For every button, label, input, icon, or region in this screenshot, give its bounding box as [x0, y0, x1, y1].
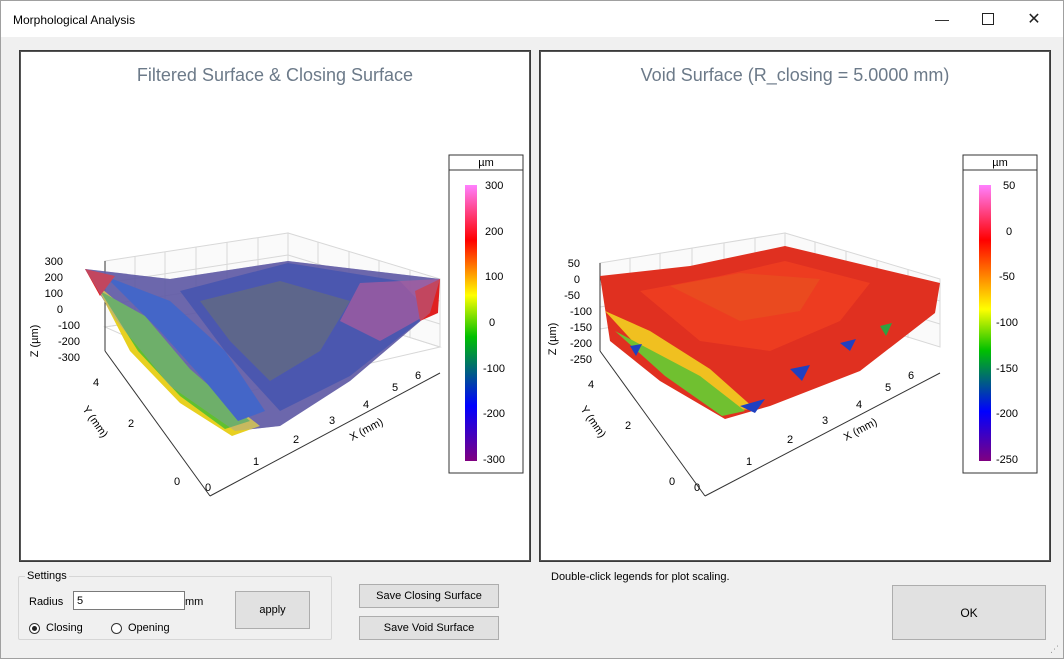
x-tick: 3: [822, 415, 828, 427]
x-tick: 2: [787, 434, 793, 446]
legend-unit: µm: [992, 157, 1008, 169]
x-tick: 6: [415, 370, 421, 382]
filtered-surface-plot[interactable]: Filtered Surface & Closing Surface: [19, 50, 531, 562]
plot-title: Void Surface (R_closing = 5.0000 mm): [640, 65, 950, 85]
window-title: Morphological Analysis: [13, 13, 136, 27]
closing-radio[interactable]: Closing: [29, 622, 83, 634]
z-tick: -50: [564, 290, 580, 302]
plot-canvas: 50 0 -50 -100 -150 -200 -250 Z (µm) 4 2 …: [547, 154, 1038, 497]
y-tick: 2: [625, 420, 631, 432]
maximize-icon: [982, 13, 994, 25]
z-tick: -200: [58, 336, 80, 348]
legend-tick: -150: [996, 363, 1018, 375]
z-tick: -100: [58, 320, 80, 332]
color-legend[interactable]: µm 50 0 -50 -100 -150 -200 -250: [962, 154, 1038, 474]
z-axis-ticks: 50 0 -50 -100 -150 -200 -250: [564, 258, 592, 366]
legend-tick: -200: [483, 408, 505, 420]
x-tick: 3: [329, 415, 335, 427]
z-tick: -150: [570, 322, 592, 334]
z-axis-label: Z (µm): [29, 325, 41, 358]
opening-radio[interactable]: Opening: [111, 622, 170, 634]
save-closing-surface-button[interactable]: Save Closing Surface: [359, 584, 499, 608]
settings-group-label: Settings: [25, 570, 69, 582]
filtered-surface: [85, 261, 440, 436]
x-tick: 5: [392, 382, 398, 394]
legend-tick: 50: [1003, 180, 1015, 192]
legend-tick: -200: [996, 408, 1018, 420]
y-axis-ticks: 4 2 0: [588, 379, 675, 488]
z-axis-label: Z (µm): [547, 323, 559, 356]
ok-button[interactable]: OK: [892, 585, 1046, 640]
y-tick: 4: [93, 377, 99, 389]
legend-tick: -250: [996, 454, 1018, 466]
hint-text: Double-click legends for plot scaling.: [551, 571, 730, 583]
x-tick: 0: [694, 482, 700, 494]
legend-tick: 100: [485, 271, 503, 283]
y-tick: 4: [588, 379, 594, 391]
legend-tick: -100: [996, 317, 1018, 329]
maximize-button[interactable]: [965, 1, 1011, 37]
z-tick: -200: [570, 338, 592, 350]
z-tick: -250: [570, 354, 592, 366]
plot-title: Filtered Surface & Closing Surface: [136, 65, 414, 85]
opening-radio-label: Opening: [128, 622, 170, 634]
legend-tick: -100: [483, 363, 505, 375]
resize-grip-icon[interactable]: ⋰: [1050, 644, 1059, 654]
x-tick: 1: [253, 456, 259, 468]
x-tick: 5: [885, 382, 891, 394]
x-axis-label: X (mm): [348, 416, 385, 444]
y-tick: 2: [128, 418, 134, 430]
y-axis-label: Y (mm): [80, 404, 110, 440]
x-axis-label: X (mm): [842, 416, 879, 444]
save-void-surface-button[interactable]: Save Void Surface: [359, 616, 499, 640]
z-tick: 100: [45, 288, 63, 300]
y-tick: 0: [669, 476, 675, 488]
radius-unit-label: mm: [185, 596, 204, 608]
radius-input[interactable]: [73, 591, 185, 610]
minimize-icon: —: [935, 11, 949, 27]
x-tick: 6: [908, 370, 914, 382]
minimize-button[interactable]: —: [919, 1, 965, 37]
close-button[interactable]: ✕: [1011, 1, 1057, 37]
z-tick: -300: [58, 352, 80, 364]
closing-radio-label: Closing: [46, 622, 83, 634]
z-tick: -100: [570, 306, 592, 318]
radio-unselected-icon: [111, 622, 122, 634]
settings-group: [18, 576, 332, 640]
radius-label: Radius: [29, 596, 64, 608]
x-tick: 4: [856, 399, 862, 411]
y-tick: 0: [174, 476, 180, 488]
color-legend[interactable]: µm 300 200 100 0 -100 -200 -300: [448, 154, 524, 474]
x-tick: 0: [205, 482, 211, 494]
legend-tick: 0: [489, 317, 495, 329]
void-surface: [600, 246, 940, 419]
x-tick: 1: [746, 456, 752, 468]
x-tick: 4: [363, 399, 369, 411]
z-tick: 200: [45, 272, 63, 284]
x-axis-ticks: 0 1 2 3 4 5 6: [694, 370, 914, 494]
plot-canvas: 300 200 100 0 -100 -200 -300 Z (µm) 4 2 …: [29, 154, 524, 497]
z-tick: 0: [57, 304, 63, 316]
radio-selected-icon: [29, 622, 40, 634]
axes: [599, 263, 941, 497]
z-tick: 0: [574, 274, 580, 286]
legend-tick: 300: [485, 180, 503, 192]
z-axis-ticks: 300 200 100 0 -100 -200 -300: [45, 256, 80, 364]
y-axis-ticks: 4 2 0: [93, 377, 180, 488]
legend-tick: -300: [483, 454, 505, 466]
legend-tick: -50: [999, 271, 1015, 283]
close-icon: ✕: [1027, 11, 1041, 28]
x-tick: 2: [293, 434, 299, 446]
void-surface-plot[interactable]: Void Surface (R_closing = 5.0000 mm): [539, 50, 1051, 562]
z-tick: 50: [568, 258, 580, 270]
y-axis-label: Y (mm): [578, 404, 608, 440]
legend-unit: µm: [478, 157, 494, 169]
z-tick: 300: [45, 256, 63, 268]
apply-button[interactable]: apply: [235, 591, 310, 629]
x-axis-ticks: 0 1 2 3 4 5 6: [205, 370, 421, 494]
legend-tick: 200: [485, 226, 503, 238]
title-bar[interactable]: Morphological Analysis — ✕: [1, 1, 1063, 37]
legend-tick: 0: [1006, 226, 1012, 238]
